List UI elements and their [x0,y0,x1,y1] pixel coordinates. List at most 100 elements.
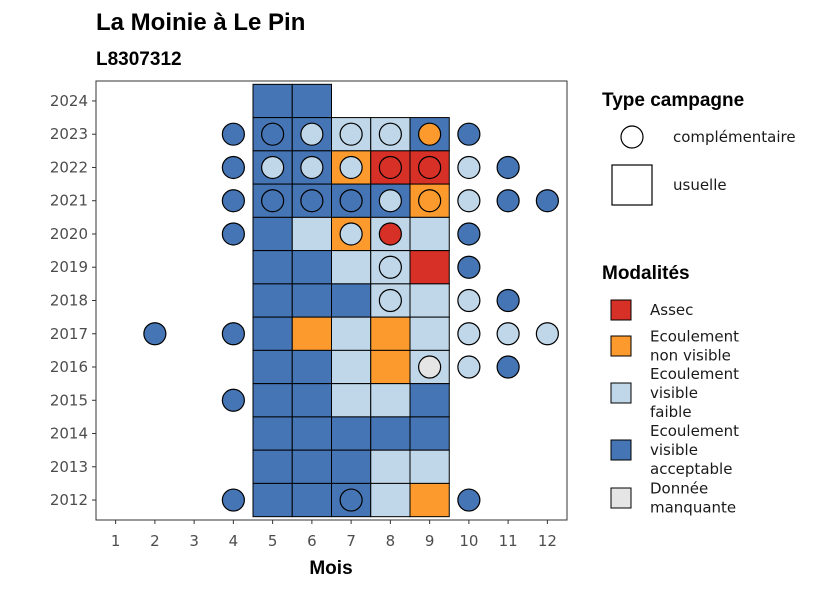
point-2023-7 [339,122,363,146]
tile-2015-5 [252,383,293,418]
x-tick-label-2: 2 [150,532,160,550]
point-2021-11 [496,189,520,213]
point-2018-11 [496,288,520,313]
tile-2017-7 [331,316,372,351]
x-tick-label-12: 12 [538,532,557,550]
point-2023-10 [457,122,481,146]
point-2021-6 [300,189,324,213]
tile-2020-5 [252,216,293,252]
point-2020-7 [339,222,363,246]
legend-mod-label-manquante-0: Donnée [650,480,708,498]
x-tick-label-3: 3 [189,532,199,550]
point-2021-5 [261,189,285,213]
x-tick-label-9: 9 [425,532,435,550]
tile-2018-9 [409,283,450,318]
point-2012-7 [339,488,363,512]
legend-type-title: Type campagne [602,90,744,111]
legend-mod-label-faible-2: faible [650,403,692,421]
y-tick-label-2014: 2014 [50,425,88,443]
y-tick-label-2024: 2024 [50,92,88,110]
point-2017-4 [221,322,245,346]
tile-2016-8 [370,349,411,385]
point-2021-8 [378,189,402,213]
legend-type-label-0: complémentaire [673,128,796,146]
point-2018-10 [457,288,481,313]
tile-2016-5 [252,349,293,385]
chart-subtitle: L8307312 [96,49,182,70]
point-2021-12 [535,189,559,213]
tile-2014-8 [370,416,411,451]
x-tick-label-4: 4 [229,532,239,550]
point-2023-8 [378,122,402,146]
point-2023-9 [418,122,442,146]
point-2022-7 [339,155,363,180]
y-axis: 2012 2013 2014 2015 2016 2017 2018 2019 2020 2021… [50,92,96,509]
tile-2019-9 [409,250,450,285]
x-tick-label-11: 11 [499,532,518,550]
tile-2012-8 [370,482,411,518]
point-2017-11 [496,322,520,346]
tile-2020-9 [409,216,450,252]
tile-2013-7 [331,449,372,484]
usuelle-tiles [252,83,450,518]
point-2021-4 [221,189,245,213]
tile-2012-9 [409,482,450,518]
point-2023-6 [300,122,324,146]
x-tick-label-6: 6 [307,532,317,550]
point-2022-9 [418,155,442,180]
y-tick-label-2013: 2013 [50,458,88,476]
tile-2017-8 [370,316,411,351]
y-tick-label-2023: 2023 [50,125,88,143]
point-2017-12 [535,322,559,346]
tile-2012-5 [252,482,293,518]
point-2016-11 [496,355,520,379]
tile-2014-5 [252,416,293,451]
tile-2019-5 [252,250,293,285]
point-2019-10 [457,255,481,279]
point-2012-4 [221,488,245,512]
point-2015-4 [221,388,245,412]
tile-2018-5 [252,283,293,318]
tile-2015-6 [291,383,332,418]
tile-2014-7 [331,416,372,451]
point-2020-4 [221,222,245,246]
tile-2017-6 [291,316,332,351]
y-tick-label-2017: 2017 [50,325,88,343]
legend-mod-label-acceptable-2: acceptable [650,460,732,478]
x-tick-label-5: 5 [268,532,278,550]
legend-mod-label-faible-1: visible [650,384,698,402]
point-2017-10 [457,322,481,346]
tile-2024-6 [291,83,332,119]
point-2022-4 [221,155,245,180]
tile-2014-9 [409,416,450,451]
tile-2016-6 [291,349,332,385]
point-2023-4 [221,122,245,146]
legend-mod-label-nonvisible-1: non visible [650,347,731,365]
legend-type-campagne: Type campagne complémentaire usuelle [602,90,796,206]
legend-swatch-nonvisible [610,335,632,357]
legend-type-label-1: usuelle [673,176,727,194]
y-tick-label-2021: 2021 [50,192,88,210]
legend-swatch-acceptable [610,439,632,461]
legend-swatch-faible [610,382,632,404]
legend-mod-label-faible-0: Ecoulement [650,365,739,383]
y-tick-label-2015: 2015 [50,391,88,409]
tile-2018-6 [291,283,332,318]
point-2021-10 [457,189,481,213]
point-2022-6 [300,155,324,180]
legend-mod-label-acceptable-1: visible [650,441,698,459]
y-tick-label-2018: 2018 [50,292,88,310]
tile-2017-5 [252,316,293,351]
y-tick-label-2012: 2012 [50,491,88,509]
y-tick-label-2016: 2016 [50,358,88,376]
point-2016-9 [418,355,442,379]
tile-2018-7 [331,283,372,318]
tile-2020-6 [291,216,332,252]
y-tick-label-2020: 2020 [50,225,88,243]
x-tick-label-10: 10 [459,532,478,550]
point-2016-10 [457,355,481,379]
point-2018-8 [378,288,402,313]
tile-2016-7 [331,349,372,385]
tile-2019-6 [291,250,332,285]
